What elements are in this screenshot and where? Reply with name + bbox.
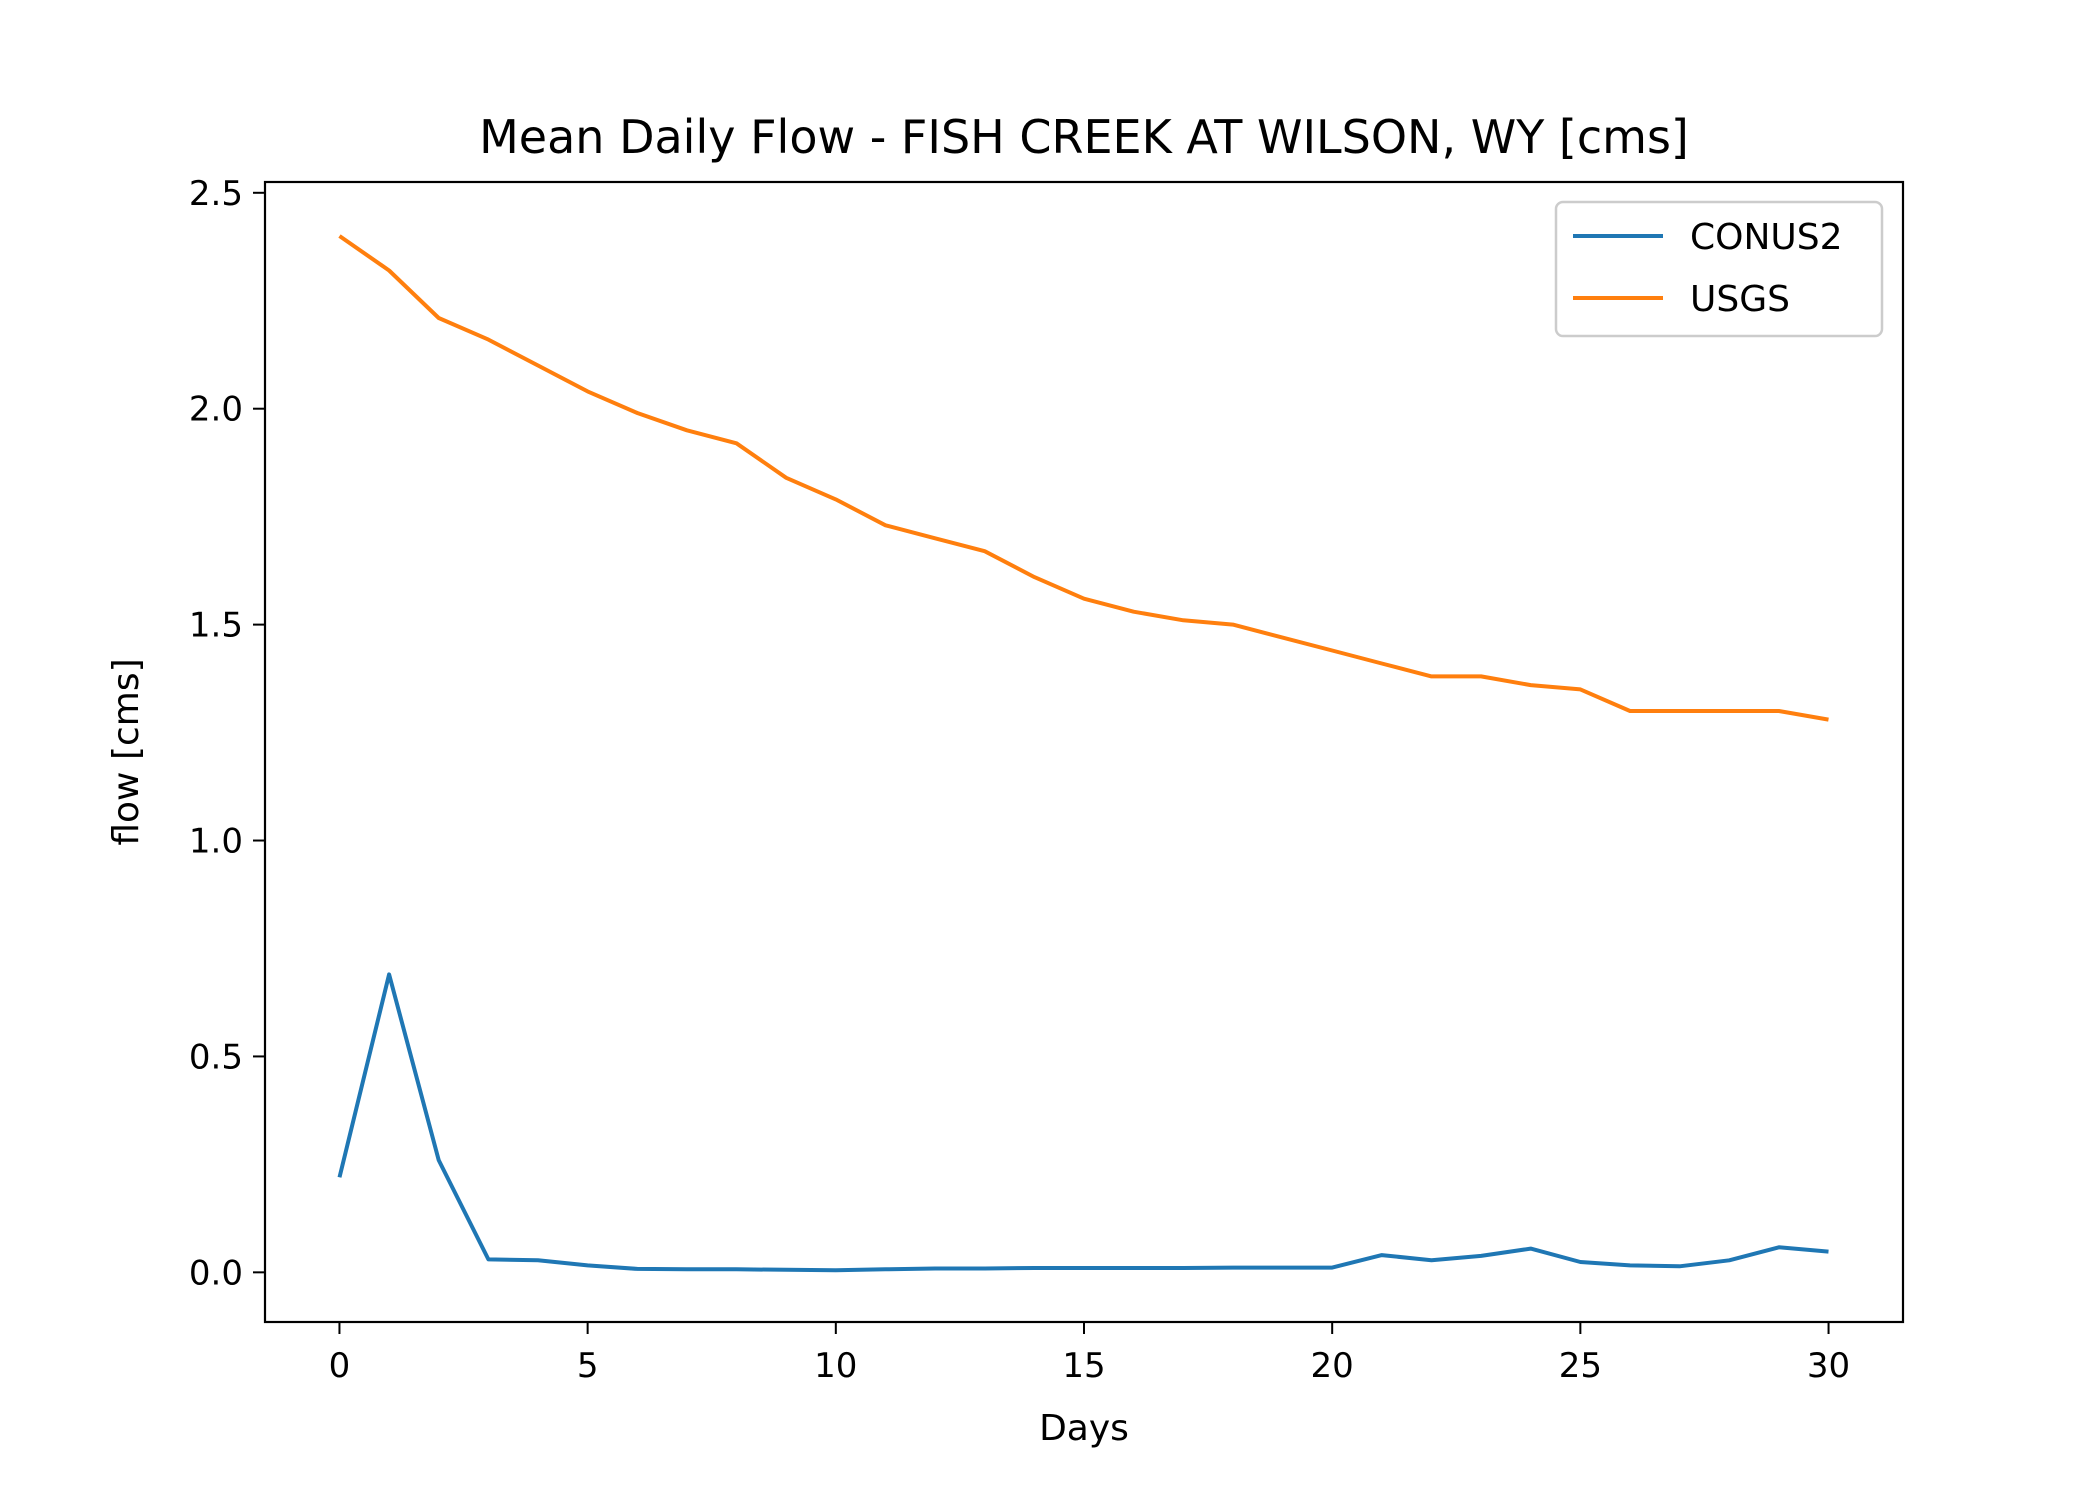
legend-label-usgs: USGS bbox=[1690, 279, 1790, 320]
x-axis-label: Days bbox=[1039, 1408, 1129, 1449]
x-tick-label: 0 bbox=[329, 1346, 351, 1386]
x-tick-label: 10 bbox=[814, 1346, 857, 1386]
y-tick-label: 1.0 bbox=[189, 822, 243, 862]
y-tick-label: 1.5 bbox=[189, 606, 243, 646]
x-tick-label: 30 bbox=[1807, 1346, 1850, 1386]
chart-title: Mean Daily Flow - FISH CREEK AT WILSON, … bbox=[479, 110, 1689, 164]
legend: CONUS2 USGS bbox=[1554, 200, 1884, 338]
y-tick-label: 0.5 bbox=[189, 1037, 243, 1077]
series-line-conus2 bbox=[337, 972, 1829, 1273]
y-tick-label: 2.0 bbox=[189, 390, 243, 430]
x-tick-label: 25 bbox=[1559, 1346, 1602, 1386]
y-axis-label: flow [cms] bbox=[106, 658, 147, 845]
y-axis: 0.0 0.5 1.0 1.5 2.0 2.5 bbox=[189, 174, 265, 1293]
x-axis: 0 5 10 15 20 25 30 bbox=[329, 1322, 1850, 1386]
y-tick-label: 2.5 bbox=[189, 174, 243, 214]
x-tick-label: 20 bbox=[1311, 1346, 1354, 1386]
plot-area bbox=[263, 180, 1905, 1324]
legend-label-conus2: CONUS2 bbox=[1690, 217, 1843, 258]
series-line-usgs bbox=[338, 234, 1829, 722]
x-tick-label: 15 bbox=[1062, 1346, 1105, 1386]
y-tick-label: 0.0 bbox=[189, 1253, 243, 1293]
x-tick-label: 5 bbox=[577, 1346, 599, 1386]
